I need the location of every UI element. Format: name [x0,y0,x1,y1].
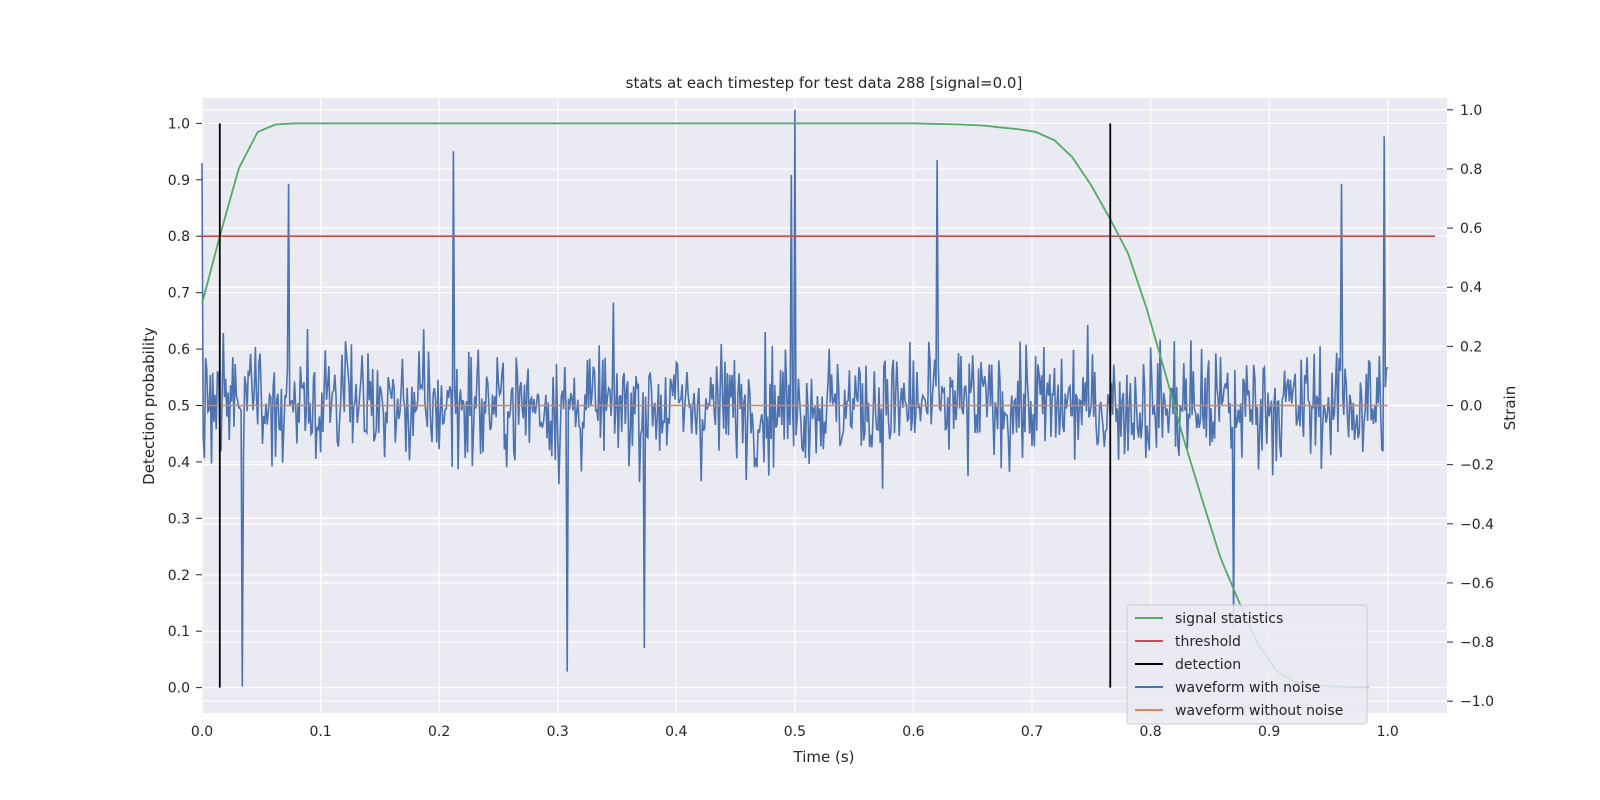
x-axis-label: Time (s) [793,748,855,766]
x-tick-label: 0.7 [1021,724,1043,740]
y2-tick-label: 1.0 [1460,103,1482,119]
y-tick-label: 0.5 [168,399,190,415]
x-tick-label: 0.0 [191,724,213,740]
y2-axis-label: Strain [1501,386,1519,430]
y-tick-label: 0.8 [168,229,190,245]
y2-tick-label: 0.0 [1460,399,1482,415]
x-tick-label: 0.8 [1139,724,1161,740]
series-waveform-with-noise [201,109,1389,687]
y2-tick-label: −0.2 [1460,458,1494,474]
y2-tick-label: −0.6 [1460,576,1494,592]
legend-label-clean: waveform without noise [1175,703,1343,719]
y2-tick-label: 0.8 [1460,162,1482,178]
y-tick-label: 0.7 [168,286,190,302]
y-tick-label: 0.4 [168,455,190,471]
x-tick-label: 0.5 [784,724,806,740]
y-tick-label: 0.6 [168,342,190,358]
y-ticks: 0.0 0.1 0.2 0.3 0.4 0.5 0.6 0.7 0.8 0.9 1.0 [168,116,202,697]
y-tick-label: 0.3 [168,511,190,527]
y2-tick-label: 0.2 [1460,339,1482,355]
y2-tick-label: 0.6 [1460,221,1482,237]
chart-title: stats at each timestep for test data 288… [626,74,1023,92]
x-tick-label: 0.6 [902,724,924,740]
legend-label-signal: signal statistics [1175,611,1283,627]
y-tick-label: 1.0 [168,116,190,132]
y2-tick-label: −1.0 [1460,694,1494,710]
x-tick-label: 0.2 [428,724,450,740]
legend-label-detection: detection [1175,657,1241,673]
legend-label-noisy: waveform with noise [1175,680,1320,696]
y2-ticks: −1.0 −0.8 −0.6 −0.4 −0.2 0.0 0.2 0.4 0.6 0.8 1.0 [1447,103,1494,710]
legend-box [1126,604,1368,725]
legend-label-threshold: threshold [1175,634,1241,650]
y2-tick-label: −0.4 [1460,517,1494,533]
y2-tick-label: −0.8 [1460,635,1494,651]
x-tick-label: 1.0 [1377,724,1399,740]
x-tick-label: 0.4 [665,724,687,740]
y-tick-label: 0.1 [168,624,190,640]
x-tick-label: 0.3 [547,724,569,740]
y-tick-label: 0.2 [168,568,190,584]
y2-tick-label: 0.4 [1460,280,1482,296]
x-tick-label: 0.9 [1258,724,1280,740]
x-ticks: 0.0 0.1 0.2 0.3 0.4 0.5 0.6 0.7 0.8 0.9 1.0 [191,724,1399,740]
legend: signal statistics threshold detection wa… [1126,604,1368,725]
x-tick-label: 0.1 [309,724,331,740]
y-axis-label: Detection probability [140,327,158,485]
y-tick-label: 0.0 [168,681,190,697]
y-tick-label: 0.9 [168,173,190,189]
